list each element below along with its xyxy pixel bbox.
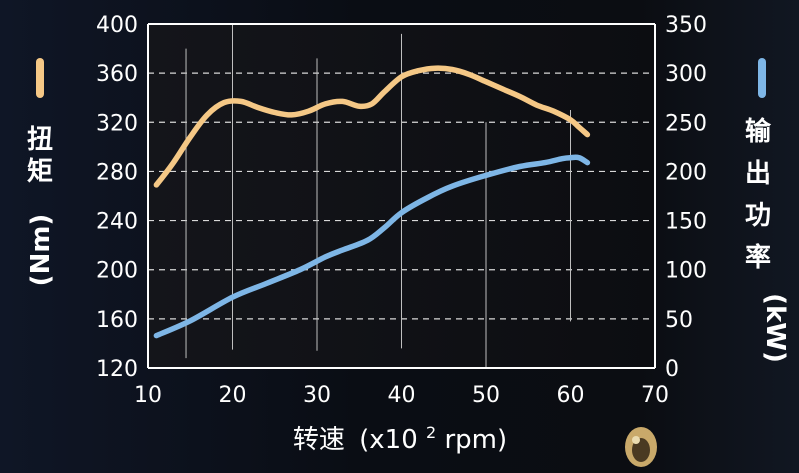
x-axis-title: 转速 (x10 2 rpm) <box>293 415 507 455</box>
left-tick-label: 320 <box>96 111 138 136</box>
left-tick-label: 240 <box>96 210 138 235</box>
x-axis-unit-prefix: (x10 <box>359 425 418 455</box>
x-tick-label: 20 <box>219 383 247 408</box>
x-tick-label: 60 <box>557 383 585 408</box>
right-tick-label: 150 <box>665 210 707 235</box>
right-axis-unit: (kW) <box>760 293 790 363</box>
power-line <box>153 154 591 339</box>
left-tick-label: 360 <box>96 62 138 87</box>
right-axis-label-char-4: 率 <box>745 242 771 273</box>
x-axis-unit-sup: 2 <box>426 423 436 442</box>
left-tick-label: 400 <box>96 13 138 38</box>
right-axis-label-char-1: 输 <box>745 116 772 147</box>
right-tick-label: 50 <box>665 308 693 333</box>
left-tick-label: 120 <box>96 357 138 382</box>
x-tick-label: 40 <box>388 383 416 408</box>
right-axis-label-char-2: 出 <box>745 159 771 189</box>
x-tick-label: 50 <box>472 383 500 408</box>
right-tick-label: 250 <box>665 111 707 136</box>
x-tick-label: 30 <box>303 383 331 408</box>
left-axis-label-char-2: 矩 <box>27 157 53 187</box>
x-axis-label: 转速 <box>293 425 345 455</box>
x-tick-label: 10 <box>134 383 162 408</box>
x-tick-labels: 10 20 30 40 50 60 70 <box>134 383 669 408</box>
axes-layer <box>147 23 656 369</box>
right-tick-label: 350 <box>665 13 707 38</box>
torque-line <box>153 65 591 188</box>
x-tick-label: 70 <box>641 383 669 408</box>
right-tick-label: 300 <box>665 62 707 87</box>
right-tick-label: 0 <box>665 357 679 382</box>
right-tick-labels: 350 300 250 200 150 100 50 0 <box>665 13 707 382</box>
right-tick-label: 100 <box>665 259 707 284</box>
decorative-knob-graphic <box>625 427 657 467</box>
left-tick-label: 280 <box>96 160 138 185</box>
left-axis-label-char-1: 扭 <box>27 125 53 155</box>
left-tick-label: 160 <box>96 308 138 333</box>
right-axis-label-char-3: 功 <box>745 201 771 231</box>
left-axis-unit: (Nm) <box>26 214 56 287</box>
left-tick-label: 200 <box>96 259 138 284</box>
x-axis-unit-suffix: rpm) <box>444 425 507 455</box>
right-tick-label: 200 <box>665 160 707 185</box>
series-layer <box>153 65 591 339</box>
left-tick-labels: 400 360 320 280 240 200 160 120 <box>96 13 138 382</box>
